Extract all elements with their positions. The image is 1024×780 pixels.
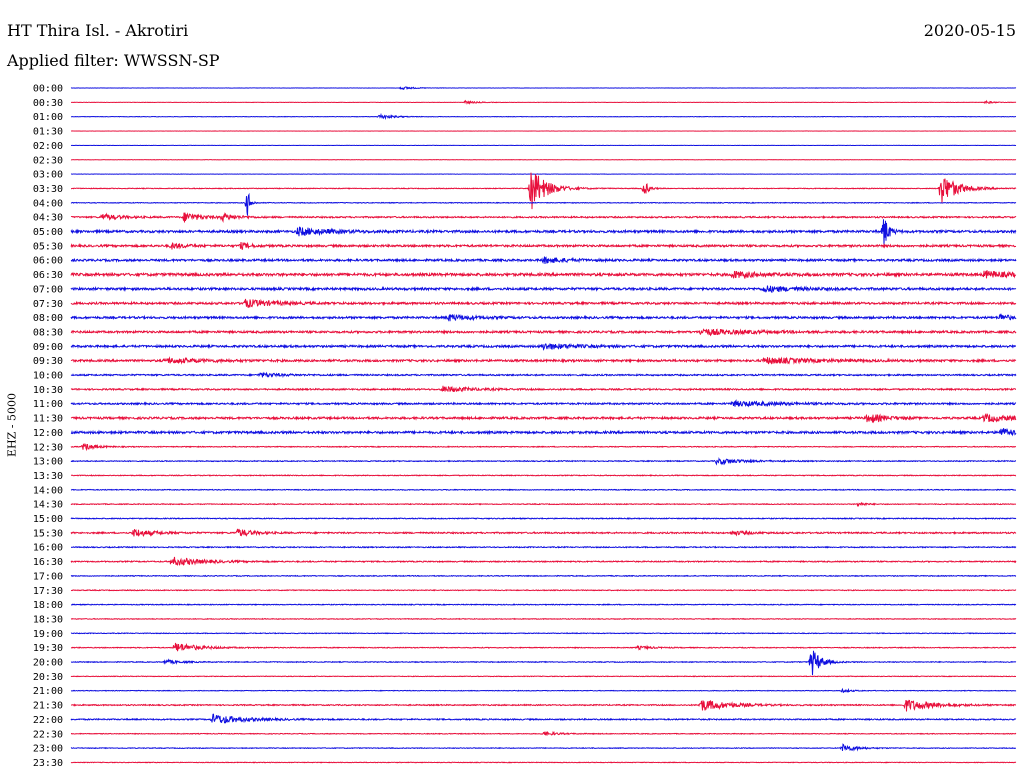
time-tick-label: 15:30 [33,528,63,539]
seismic-traces [70,86,1017,764]
time-tick-label: 22:30 [33,729,63,740]
time-tick-label: 19:30 [33,643,63,654]
time-tick-label: 13:00 [33,457,63,468]
time-tick-label: 16:30 [33,557,63,568]
time-tick-label: 17:30 [33,586,63,597]
trace-1230 [70,442,1017,452]
time-tick-label: 12:00 [33,428,63,439]
trace-0530 [70,241,1017,250]
trace-2130 [70,699,1017,712]
trace-2300 [70,743,1017,752]
trace-1900 [70,632,1017,635]
time-tick-label: 04:00 [33,198,63,209]
time-tick-label: 23:00 [33,744,63,755]
trace-0630 [70,270,1017,280]
time-tick-label: 06:30 [33,270,63,281]
time-tick-label: 02:00 [33,141,63,152]
trace-2100 [70,687,1017,694]
time-tick-label: 03:30 [33,184,63,195]
time-tick-label: 13:30 [33,471,63,482]
trace-0900 [70,343,1017,351]
trace-1130 [70,413,1017,424]
time-tick-label: 15:00 [33,514,63,525]
time-tick-label: 11:00 [33,399,63,410]
trace-2200 [70,713,1017,724]
time-tick-label: 23:30 [33,758,63,769]
trace-1400 [70,488,1017,492]
time-tick-label: 10:00 [33,371,63,382]
trace-1830 [70,617,1017,621]
time-tick-label: 14:00 [33,485,63,496]
time-tick-label: 10:30 [33,385,63,396]
trace-1500 [70,517,1017,520]
trace-0430 [70,212,1017,224]
trace-1100 [70,399,1017,408]
date-label: 2020-05-15 [923,21,1016,40]
time-tick-label: 04:30 [33,213,63,224]
trace-1630 [70,556,1017,566]
time-tick-label: 11:30 [33,414,63,425]
trace-1030 [70,385,1017,393]
trace-0700 [70,285,1017,293]
trace-1530 [70,528,1017,538]
trace-2330 [70,761,1017,764]
trace-1700 [70,574,1017,578]
time-tick-label: 08:00 [33,313,63,324]
time-tick-label: 22:00 [33,715,63,726]
time-tick-label: 09:30 [33,356,63,367]
time-tick-label: 14:30 [33,500,63,511]
time-tick-label: 16:00 [33,543,63,554]
time-tick-label: 00:30 [33,98,63,109]
time-tick-label: 09:00 [33,342,63,353]
trace-1930 [70,642,1017,652]
trace-1330 [70,474,1017,477]
time-tick-label: 01:30 [33,127,63,138]
time-tick-label: 05:00 [33,227,63,238]
time-tick-label: 18:00 [33,600,63,611]
time-tick-label: 21:00 [33,686,63,697]
time-tick-label: 06:00 [33,256,63,267]
trace-2000 [70,650,1017,676]
time-tick-label: 18:30 [33,614,63,625]
filter-label: Applied filter: WWSSN-SP [7,51,220,70]
time-tick-label: 07:00 [33,284,63,295]
time-tick-label: 17:00 [33,571,63,582]
trace-1600 [70,545,1017,549]
trace-1430 [70,501,1017,508]
time-tick-label: 01:00 [33,112,63,123]
trace-0100 [70,112,1017,121]
trace-2030 [70,675,1017,678]
time-tick-label: 07:30 [33,299,63,310]
trace-0330 [70,172,1017,210]
time-tick-label: 02:30 [33,155,63,166]
trace-0930 [70,356,1017,365]
trace-0030 [70,99,1017,105]
time-tick-labels: 00:00 00:30 01:00 01:30 02:00 02:30 03:00 03:30… [33,84,63,769]
time-tick-label: 20:30 [33,672,63,683]
trace-0800 [70,313,1017,322]
trace-1300 [70,456,1017,466]
time-tick-label: 12:30 [33,442,63,453]
time-tick-label: 08:30 [33,327,63,338]
station-title: HT Thira Isl. - Akrotiri [7,21,189,40]
trace-1730 [70,589,1017,592]
trace-1200 [70,428,1017,437]
time-tick-label: 05:30 [33,241,63,252]
time-tick-label: 00:00 [33,84,63,95]
trace-1000 [70,371,1017,379]
trace-0600 [70,256,1017,264]
time-tick-label: 21:30 [33,701,63,712]
trace-0500 [70,219,1017,246]
trace-2230 [70,730,1017,736]
trace-0730 [70,298,1017,308]
trace-0000 [70,86,1017,91]
time-tick-label: 20:00 [33,658,63,669]
trace-0400 [70,192,1017,216]
time-tick-label: 19:00 [33,629,63,640]
time-tick-label: 03:00 [33,170,63,181]
trace-0830 [70,328,1017,337]
trace-1800 [70,603,1017,606]
